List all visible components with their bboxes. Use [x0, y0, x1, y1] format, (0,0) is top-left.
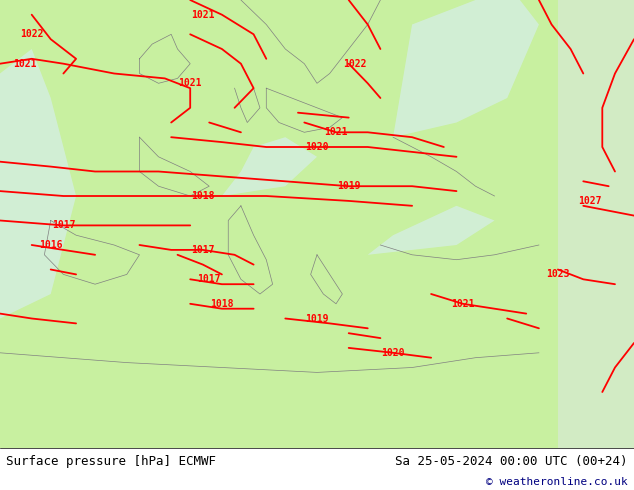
- Text: 1021: 1021: [324, 127, 348, 137]
- Text: 1022: 1022: [20, 29, 44, 39]
- Text: 1017: 1017: [51, 220, 75, 230]
- Bar: [558, 0, 634, 490]
- Text: 1027: 1027: [578, 196, 602, 206]
- Text: 1021: 1021: [451, 299, 475, 309]
- Text: 1020: 1020: [381, 348, 405, 358]
- Polygon shape: [393, 0, 539, 137]
- Text: 1018: 1018: [210, 299, 234, 309]
- Text: 1016: 1016: [39, 240, 63, 250]
- Text: 1018: 1018: [191, 191, 215, 201]
- Text: 1017: 1017: [191, 245, 215, 255]
- Text: © weatheronline.co.uk: © weatheronline.co.uk: [486, 477, 628, 487]
- Text: 1019: 1019: [337, 181, 361, 191]
- Text: Sa 25-05-2024 00:00 UTC (00+24): Sa 25-05-2024 00:00 UTC (00+24): [395, 455, 628, 468]
- Text: 1021: 1021: [178, 78, 202, 88]
- Text: 1021: 1021: [13, 59, 37, 69]
- Polygon shape: [0, 49, 76, 318]
- Text: 1017: 1017: [197, 274, 221, 284]
- Text: 1022: 1022: [343, 59, 367, 69]
- Text: 1020: 1020: [305, 142, 329, 152]
- Bar: [0, 448, 634, 490]
- Text: 1019: 1019: [305, 314, 329, 323]
- Polygon shape: [368, 206, 495, 255]
- Text: 1021: 1021: [191, 10, 215, 20]
- Polygon shape: [222, 137, 317, 196]
- Text: 1023: 1023: [546, 270, 570, 279]
- Text: Surface pressure [hPa] ECMWF: Surface pressure [hPa] ECMWF: [6, 455, 216, 468]
